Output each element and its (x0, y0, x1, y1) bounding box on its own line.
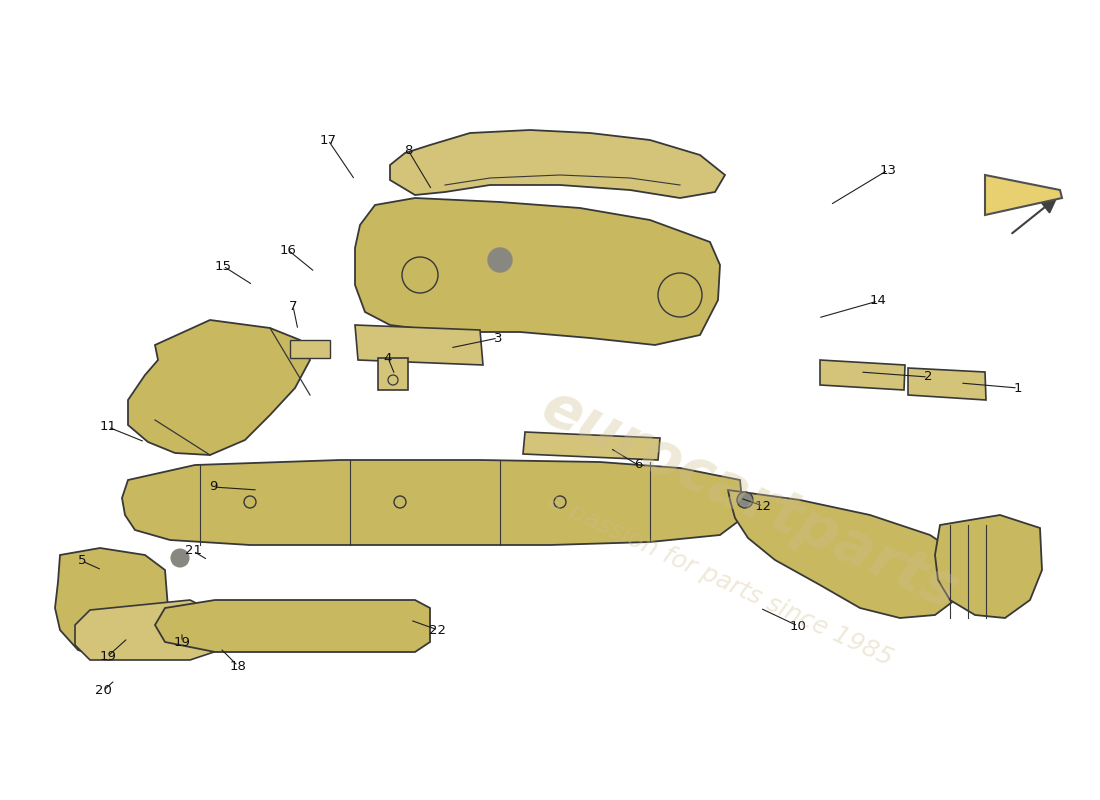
Polygon shape (984, 175, 1062, 215)
Polygon shape (155, 600, 430, 652)
Polygon shape (390, 130, 725, 198)
Text: 16: 16 (279, 243, 296, 257)
Bar (290, 340, 330, 358)
Polygon shape (355, 198, 720, 345)
Polygon shape (522, 432, 660, 460)
Polygon shape (908, 368, 986, 400)
Polygon shape (728, 490, 965, 618)
Text: a passion for parts since 1985: a passion for parts since 1985 (543, 490, 896, 670)
Text: 2: 2 (924, 370, 933, 383)
Text: 13: 13 (880, 163, 896, 177)
Text: 11: 11 (99, 421, 117, 434)
Text: 22: 22 (429, 623, 447, 637)
Text: 19: 19 (174, 635, 190, 649)
Text: 20: 20 (95, 685, 111, 698)
Polygon shape (122, 460, 743, 545)
Polygon shape (378, 358, 408, 390)
Text: 9: 9 (209, 481, 217, 494)
Text: eurocartparts: eurocartparts (532, 378, 967, 622)
Text: 5: 5 (78, 554, 86, 567)
Text: 4: 4 (384, 351, 393, 365)
Circle shape (170, 549, 189, 567)
Text: 15: 15 (214, 259, 231, 273)
Text: 3: 3 (494, 331, 503, 345)
Text: 8: 8 (404, 143, 412, 157)
Text: 21: 21 (185, 545, 201, 558)
Text: 18: 18 (230, 659, 246, 673)
Text: 6: 6 (634, 458, 642, 471)
Polygon shape (75, 600, 220, 660)
Text: 1: 1 (1014, 382, 1022, 394)
Text: 10: 10 (790, 619, 806, 633)
Text: 14: 14 (870, 294, 887, 307)
Text: 19: 19 (100, 650, 117, 662)
Text: 7: 7 (288, 299, 297, 313)
Polygon shape (55, 548, 168, 660)
Circle shape (488, 248, 512, 272)
Polygon shape (935, 515, 1042, 618)
Polygon shape (128, 320, 310, 455)
Text: 17: 17 (319, 134, 337, 146)
Text: 12: 12 (755, 499, 771, 513)
Polygon shape (355, 325, 483, 365)
Polygon shape (820, 360, 905, 390)
Circle shape (737, 492, 754, 508)
